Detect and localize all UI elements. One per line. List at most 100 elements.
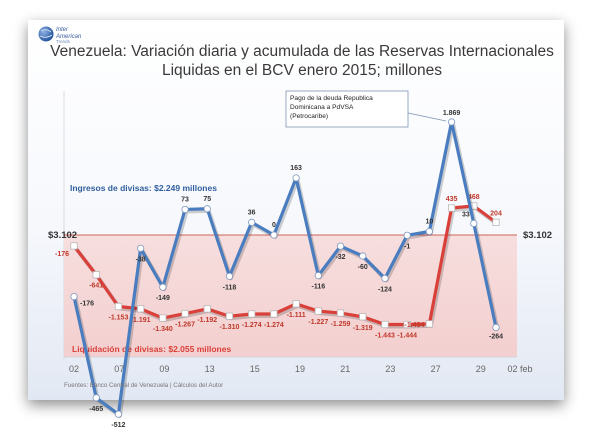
data-label: -1.443 xyxy=(375,332,395,339)
data-label: 33 xyxy=(462,211,470,218)
data-label: 163 xyxy=(290,165,302,172)
annotation-callout: Pago de la deuda Republica Dominicana a … xyxy=(285,90,447,128)
data-point xyxy=(381,320,389,329)
data-point xyxy=(359,252,367,260)
data-label: -512 xyxy=(111,422,125,427)
data-point xyxy=(70,292,78,301)
data-label: -1.310 xyxy=(220,324,240,331)
x-tick-label: 27 xyxy=(431,364,441,374)
data-point xyxy=(203,205,211,213)
series-label-liquidacion: Liquidación de divisas: $2.055 millones xyxy=(72,344,231,354)
data-point xyxy=(114,410,123,418)
data-point xyxy=(137,244,145,252)
data-label: -60 xyxy=(358,264,368,271)
series-label-ingresos: Ingresos de divisas: $2.249 millones xyxy=(70,183,217,193)
data-label: -1.153 xyxy=(108,314,128,321)
data-point xyxy=(425,320,433,328)
data-label: -641 xyxy=(89,283,103,290)
x-tick-label: 23 xyxy=(385,364,395,374)
logo-line2: American xyxy=(55,34,82,40)
data-point xyxy=(225,272,234,280)
logo: Inter American Trends xyxy=(38,26,82,44)
data-label: 435 xyxy=(446,196,458,203)
data-label: -1.274 xyxy=(264,322,284,329)
data-point xyxy=(92,394,100,402)
data-label: 36 xyxy=(248,209,256,216)
annotation-line-2: Dominicana a PdVSA xyxy=(290,104,354,111)
data-point xyxy=(181,205,189,214)
x-tick-label: 02 feb xyxy=(507,364,532,374)
x-tick-label: 09 xyxy=(159,364,169,374)
data-label: -1.191 xyxy=(131,317,151,324)
data-label: 204 xyxy=(490,210,502,217)
x-tick-label: 21 xyxy=(340,364,350,374)
chart-title-line2: Liquidas en el BCV enero 2015; millones xyxy=(162,62,442,79)
source-footer: Fuentes: Banco Central de Venezuela | Cá… xyxy=(64,382,223,389)
data-point xyxy=(403,320,411,329)
data-point xyxy=(359,313,367,321)
data-point xyxy=(292,174,300,182)
data-point xyxy=(270,310,278,318)
data-label: -1.267 xyxy=(175,322,195,329)
data-label: -1.259 xyxy=(331,321,351,328)
data-point xyxy=(292,300,300,308)
data-label: -1.192 xyxy=(197,317,217,324)
data-label: -124 xyxy=(378,286,392,293)
data-label: -1.340 xyxy=(153,326,173,333)
data-point xyxy=(225,312,234,320)
chart-title-line1: Venezuela: Variación diaria y acumulada … xyxy=(50,43,554,60)
data-point xyxy=(181,309,189,318)
data-label: 10 xyxy=(425,219,433,226)
data-point xyxy=(470,219,478,228)
data-point xyxy=(314,271,322,280)
x-tick-label: 29 xyxy=(476,364,486,374)
data-point xyxy=(159,314,167,322)
x-tick-label: 19 xyxy=(295,364,305,374)
data-label: 1.869 xyxy=(443,110,461,117)
data-point xyxy=(92,271,100,279)
data-label: 468 xyxy=(468,194,480,201)
data-point xyxy=(203,305,211,313)
data-label: -1.434 xyxy=(405,322,425,329)
data-label: -465 xyxy=(89,406,103,413)
data-label: -1.444 xyxy=(397,333,417,340)
x-tick-label: 02 xyxy=(69,364,79,374)
annotation-leader-line xyxy=(407,112,447,122)
series-line xyxy=(72,120,498,416)
x-tick-label: 13 xyxy=(205,364,215,374)
data-point xyxy=(447,204,456,212)
series-ingresos: -176 -465 -512 -38 -149 73 75 -118 36 0 163 -116 -32… xyxy=(70,110,503,427)
data-label: -32 xyxy=(335,254,345,261)
data-point xyxy=(425,227,433,236)
data-label: -149 xyxy=(156,295,170,302)
data-point xyxy=(492,218,500,226)
data-label: -1.319 xyxy=(353,325,373,332)
baseline-label-right: $3.102 xyxy=(523,230,552,241)
data-label: 0 xyxy=(272,222,276,229)
data-label: -1 xyxy=(404,243,410,250)
data-point xyxy=(447,118,456,126)
data-label: -118 xyxy=(223,284,237,291)
data-point xyxy=(336,309,345,317)
data-point xyxy=(314,307,322,315)
annotation-line-3: (Petrocaribe) xyxy=(290,113,328,120)
data-label: -1.111 xyxy=(287,312,306,319)
data-point xyxy=(492,323,500,331)
data-label: -176 xyxy=(55,251,69,258)
series-liquidacion: -176-641-1.153 -1.191-1.340-1.267-1.192-1… xyxy=(55,194,502,340)
data-point xyxy=(248,310,256,318)
x-axis: 02 07 09 13 15 19 21 23 27 29 02 feb xyxy=(69,364,533,374)
data-label: -116 xyxy=(312,284,326,291)
globe-icon xyxy=(38,26,54,42)
data-label: -1.274 xyxy=(242,322,262,329)
logo-line3: Trends xyxy=(56,39,71,44)
data-point xyxy=(381,274,389,282)
data-point xyxy=(114,302,123,311)
data-point xyxy=(137,305,145,313)
baseline-label-left: $3.102 xyxy=(48,230,77,241)
data-point xyxy=(336,242,345,250)
x-tick-label: 07 xyxy=(114,364,124,374)
data-label: -176 xyxy=(80,301,94,308)
data-point xyxy=(70,242,78,250)
